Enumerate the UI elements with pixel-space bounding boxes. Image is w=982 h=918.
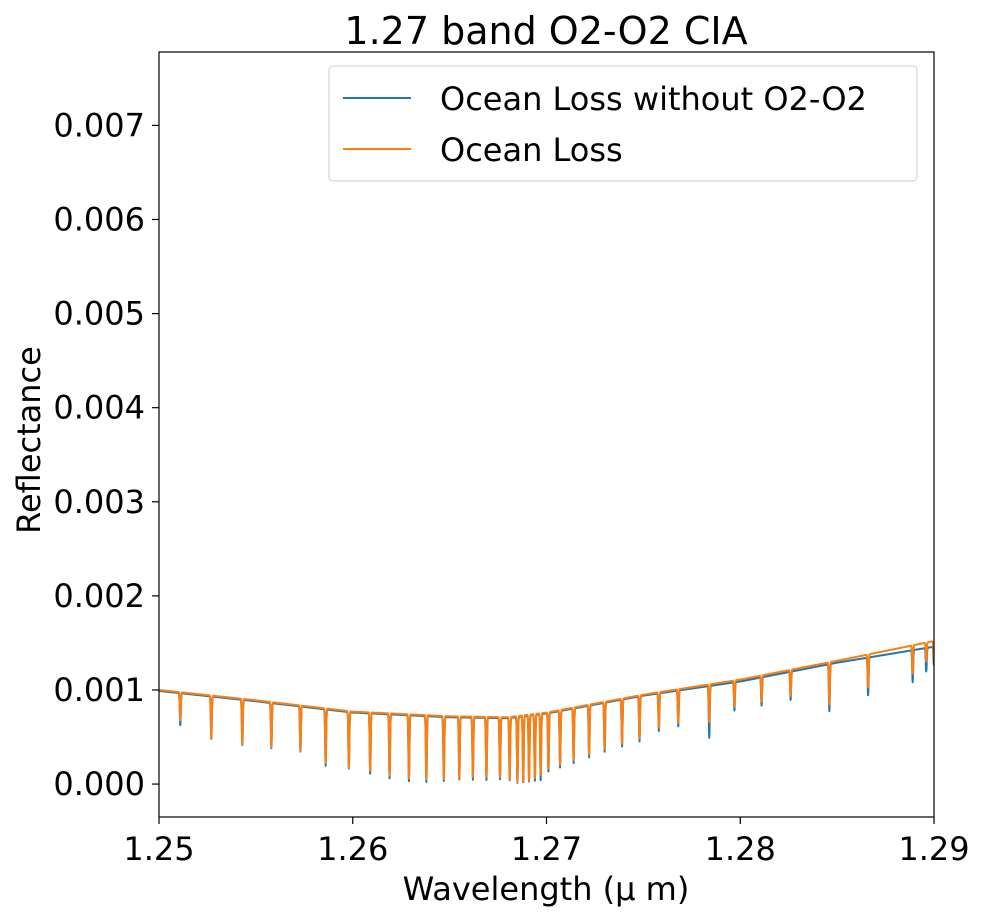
x-axis-label: Wavelength (μ m): [403, 870, 690, 908]
legend: Ocean Loss without O2-O2 Ocean Loss: [328, 65, 918, 182]
series-line-1: [159, 640, 934, 783]
x-tick-label: 1.26: [317, 830, 388, 868]
x-tick-label: 1.29: [898, 830, 969, 868]
legend-label-1: Ocean Loss: [440, 131, 623, 169]
y-tick-label: 0.001: [53, 671, 145, 709]
y-axis: 0.000 0.001 0.002 0.003 0.004 0.005 0.006 0.007: [53, 106, 159, 803]
y-tick-label: 0.003: [53, 483, 145, 521]
y-tick-label: 0.005: [53, 295, 145, 333]
legend-box: [328, 65, 918, 182]
y-tick-label: 0.004: [53, 389, 145, 427]
y-tick-label: 0.000: [53, 765, 145, 803]
y-axis-label: Reflectance: [10, 346, 48, 534]
x-axis: 1.25 1.26 1.27 1.28 1.29: [123, 817, 970, 868]
chart-title: 1.27 band O2-O2 CIA: [344, 9, 747, 53]
y-tick-label: 0.002: [53, 577, 145, 615]
legend-label-0: Ocean Loss without O2-O2: [440, 80, 867, 118]
x-tick-label: 1.27: [511, 830, 582, 868]
y-tick-label: 0.007: [53, 106, 145, 144]
x-tick-label: 1.28: [705, 830, 776, 868]
y-tick-label: 0.006: [53, 200, 145, 238]
series-layer: [159, 640, 934, 784]
x-tick-label: 1.25: [123, 830, 194, 868]
